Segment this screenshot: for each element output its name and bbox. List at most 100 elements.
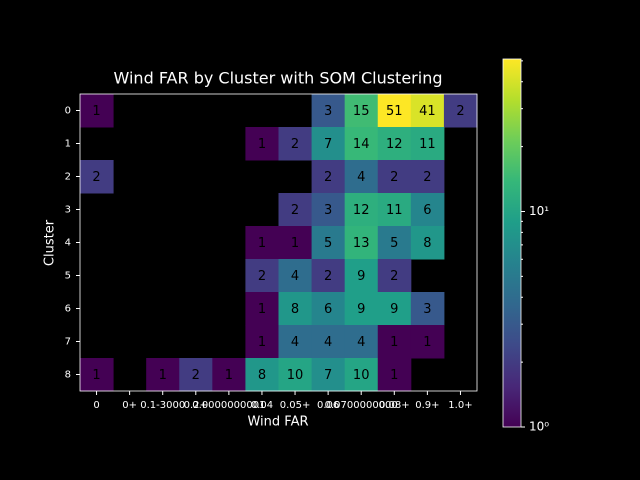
y-axis-label: Cluster — [43, 219, 58, 266]
heatmap-cell — [245, 226, 279, 260]
y-tick-label: 4 — [65, 238, 71, 249]
heatmap-cell — [344, 226, 379, 260]
colorbar — [502, 58, 522, 428]
y-tick-label: 6 — [65, 304, 71, 315]
cell-label: 9 — [357, 269, 365, 284]
cell-label: 4 — [291, 269, 299, 284]
cell-label: 5 — [390, 236, 398, 251]
cell-label: 1 — [258, 236, 266, 251]
x-tick-label: 1.0+ — [448, 400, 472, 411]
heatmap-cell — [410, 127, 445, 161]
cell-label: 9 — [390, 302, 398, 317]
heatmap-cell — [344, 127, 379, 161]
cell-label: 1 — [92, 368, 100, 383]
cell-label: 2 — [423, 170, 431, 185]
heatmap-cell — [410, 160, 445, 194]
cell-label: 10 — [287, 368, 304, 383]
heatmap-cell — [377, 226, 412, 260]
x-tick-label: 0.9+ — [415, 400, 439, 411]
heatmap-cell — [311, 94, 346, 128]
cell-label: 1 — [390, 335, 398, 350]
heatmap-cell — [410, 325, 445, 359]
y-tick-label: 5 — [65, 271, 71, 282]
cell-label: 1 — [390, 368, 398, 383]
cell-label: 13 — [353, 236, 370, 251]
cell-label: 2 — [192, 368, 200, 383]
heatmap-cell — [443, 94, 478, 128]
heatmap-cell — [311, 325, 346, 359]
cell-label: 8 — [423, 236, 431, 251]
heatmap-cell — [80, 94, 114, 128]
heatmap-cell — [377, 160, 412, 194]
heatmap-cell — [311, 127, 346, 161]
heatmap-cell — [278, 226, 313, 260]
heatmap-cell — [245, 292, 279, 326]
cell-label: 7 — [324, 368, 332, 383]
x-tick-label: 0.1-3000 — [140, 400, 185, 411]
heatmap-cell — [410, 226, 445, 260]
heatmap-cell — [245, 259, 279, 293]
cell-label: 2 — [324, 170, 332, 185]
cell-label: 3 — [423, 302, 431, 317]
x-tick-label: 0.06 — [317, 400, 339, 411]
cell-label: 10 — [353, 368, 370, 383]
cell-label: 1 — [258, 302, 266, 317]
cell-label: 6 — [324, 302, 332, 317]
heatmap-cell — [80, 160, 114, 194]
cell-label: 2 — [291, 137, 299, 152]
x-tick-label: 0.2+ — [184, 400, 208, 411]
cell-label: 15 — [353, 104, 370, 119]
heatmap-cell — [278, 358, 313, 392]
heatmap-cell — [344, 325, 379, 359]
cell-label: 1 — [92, 104, 100, 119]
colorbar-tick-label: 10⁰ — [529, 420, 549, 434]
x-tick-label: 0.0000000001 — [192, 400, 265, 411]
heatmap-cell — [344, 292, 379, 326]
x-tick-label: 0+ — [122, 400, 137, 411]
cell-label: 51 — [386, 104, 403, 119]
cell-label: 14 — [353, 137, 370, 152]
cell-label: 2 — [92, 170, 100, 185]
cell-label: 8 — [291, 302, 299, 317]
heatmap-cell — [344, 259, 379, 293]
x-tick-label: 0 — [93, 400, 99, 411]
heatmap-cell — [344, 160, 379, 194]
cell-label: 11 — [419, 137, 436, 152]
cell-label: 1 — [225, 368, 233, 383]
cell-label: 2 — [390, 269, 398, 284]
cell-label: 1 — [159, 368, 167, 383]
y-tick-label: 0 — [65, 106, 71, 117]
heatmap-cell — [410, 193, 445, 227]
heatmap-cell — [311, 226, 346, 260]
colorbar-tick-label: 10¹ — [529, 204, 549, 218]
heatmap-cell — [344, 94, 379, 128]
cell-label: 4 — [291, 335, 299, 350]
chart-title: Wind FAR by Cluster with SOM Clustering — [114, 69, 443, 88]
heatmap-cell — [278, 127, 313, 161]
heatmap-cell — [278, 292, 313, 326]
heatmap-cell — [410, 292, 445, 326]
y-tick-label: 1 — [65, 139, 71, 150]
heatmap-cell — [245, 127, 279, 161]
heatmap-cell — [245, 358, 279, 392]
cell-label: 41 — [419, 104, 436, 119]
heatmap-cell — [344, 358, 379, 392]
y-tick-label: 7 — [65, 337, 71, 348]
heatmap-cell — [212, 358, 246, 392]
y-tick-label: 8 — [65, 370, 71, 381]
cell-label: 7 — [324, 137, 332, 152]
x-tick-label: 0.05+ — [280, 400, 311, 411]
heatmap-cell — [311, 160, 346, 194]
heatmap-cell — [377, 193, 412, 227]
y-tick-label: 3 — [65, 205, 71, 216]
cell-label: 1 — [291, 236, 299, 251]
heatmap-cell — [377, 292, 412, 326]
x-tick-label: 0.08+ — [379, 400, 410, 411]
cell-label: 2 — [390, 170, 398, 185]
heatmap-cell — [311, 259, 346, 293]
heatmap-cell — [245, 325, 279, 359]
heatmap-cell — [311, 193, 346, 227]
cell-label: 4 — [324, 335, 332, 350]
heatmap-cell — [146, 358, 180, 392]
cell-label: 12 — [386, 137, 403, 152]
